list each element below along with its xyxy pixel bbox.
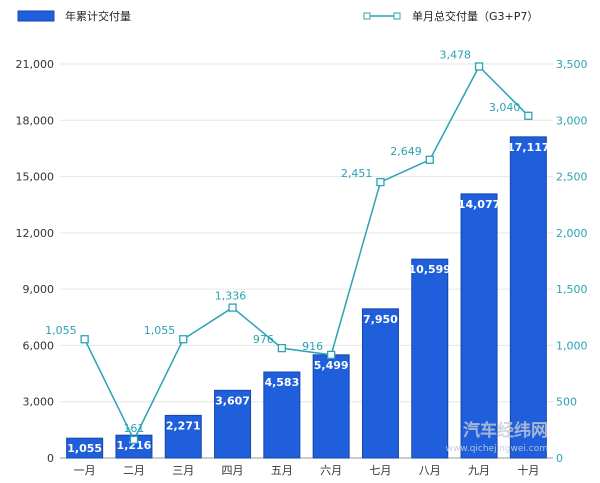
legend-line-marker — [393, 12, 401, 20]
left-tick-label: 3,000 — [23, 396, 55, 409]
right-tick-label: 3,000 — [556, 114, 588, 127]
right-tick-label: 3,500 — [556, 58, 588, 71]
line-value-label: 916 — [302, 340, 323, 353]
line-point — [129, 435, 139, 445]
left-tick-label: 6,000 — [23, 339, 55, 352]
line-value-label: 2,451 — [341, 167, 373, 180]
line-value-label: 2,649 — [390, 145, 422, 158]
line-point — [524, 111, 533, 120]
watermark-logo: 汽车经纬网 — [463, 420, 548, 441]
bar — [263, 371, 301, 459]
category-label: 九月 — [468, 464, 490, 477]
category-label: 一月 — [74, 464, 96, 477]
line-value-label: 3,040 — [489, 101, 521, 114]
line-point — [277, 343, 287, 353]
line-value-label: 976 — [253, 333, 274, 346]
left-tick-label: 12,000 — [16, 227, 55, 240]
bar-value-label: 17,117 — [507, 141, 549, 154]
bar-value-label: 4,583 — [264, 376, 299, 389]
bar-value-label: 1,216 — [117, 439, 152, 452]
left-tick-label: 0 — [47, 452, 54, 465]
category-label: 十月 — [517, 463, 539, 477]
right-tick-label: 0 — [556, 452, 563, 465]
right-tick-label: 1,000 — [556, 339, 588, 352]
right-tick-label: 500 — [556, 396, 577, 409]
category-label: 三月 — [172, 464, 194, 477]
bar — [361, 308, 399, 459]
left-tick-label: 21,000 — [16, 58, 55, 71]
line-value-label: 1,055 — [45, 324, 77, 337]
line-point — [80, 335, 89, 344]
right-tick-label: 1,500 — [556, 283, 588, 296]
legend-bar-label: 年累计交付量 — [65, 9, 131, 23]
bar-value-label: 5,499 — [314, 359, 349, 372]
bar-value-label: 3,607 — [215, 394, 250, 407]
line-value-label: 1,055 — [144, 324, 176, 337]
line-value-label: 3,478 — [440, 48, 472, 61]
watermark-url: www.qichejingwei.com — [446, 444, 548, 454]
line-point — [425, 155, 434, 164]
left-tick-label: 15,000 — [16, 171, 55, 184]
legend-line-marker — [363, 12, 371, 20]
category-label: 二月 — [123, 464, 145, 477]
category-label: 六月 — [320, 464, 342, 477]
left-tick-label: 18,000 — [16, 114, 55, 127]
line-value-label: 1,336 — [215, 290, 247, 303]
category-label: 五月 — [271, 464, 293, 477]
line-value-label: 161 — [123, 422, 144, 435]
bar — [164, 414, 202, 459]
right-tick-label: 2,500 — [556, 171, 588, 184]
bar — [509, 136, 547, 459]
legend-bar-swatch — [17, 10, 55, 22]
bar — [66, 437, 104, 459]
line-point — [179, 335, 188, 344]
line-point — [376, 177, 385, 187]
line-point — [326, 350, 336, 360]
bar-value-label: 14,077 — [458, 198, 500, 211]
legend-line-label: 单月总交付量（G3+P7） — [412, 9, 538, 23]
line-point — [228, 303, 237, 312]
right-tick-label: 2,000 — [556, 227, 588, 240]
bar-value-label: 7,950 — [363, 313, 398, 326]
line-point — [474, 62, 484, 71]
category-label: 四月 — [222, 464, 244, 477]
bar — [115, 434, 153, 459]
line-series — [83, 65, 529, 442]
left-tick-label: 9,000 — [23, 283, 55, 296]
category-label: 七月 — [369, 464, 391, 477]
bar-value-label: 2,271 — [166, 419, 201, 432]
bar — [460, 193, 498, 459]
bar-value-label: 1,055 — [67, 442, 102, 455]
bar-value-label: 10,599 — [409, 263, 451, 276]
category-label: 八月 — [419, 464, 441, 477]
bar — [214, 389, 252, 459]
bar — [411, 258, 449, 459]
